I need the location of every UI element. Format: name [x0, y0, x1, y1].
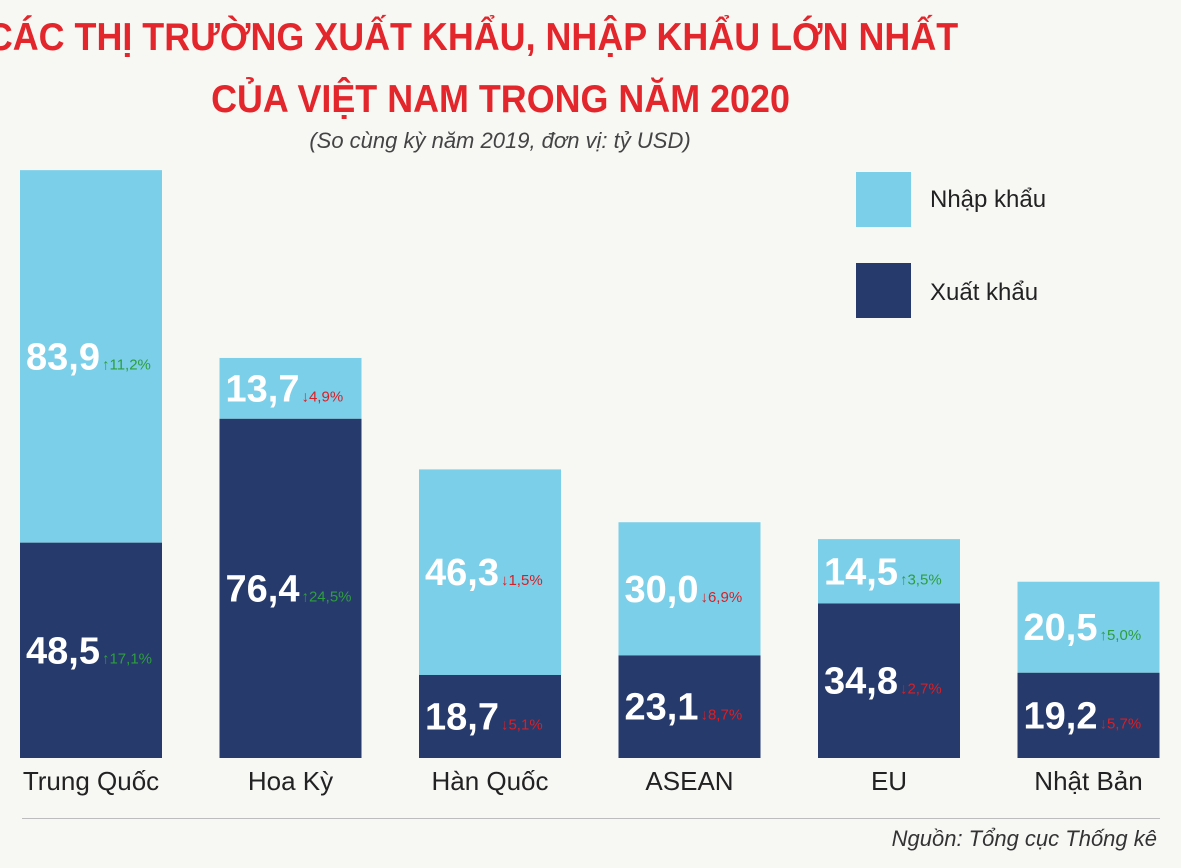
chart-title-line2: CỦA VIỆT NAM TRONG NĂM 2020 — [211, 78, 790, 121]
category-label-4: EU — [871, 766, 907, 796]
bar-export-1 — [219, 418, 362, 758]
data-label-import-2: 46,3 ↓1,5% — [425, 552, 543, 594]
bar-export-3 — [618, 655, 761, 758]
data-label-import-1: 13,7 ↓4,9% — [226, 368, 344, 410]
legend-label-import: Nhập khẩu — [930, 186, 1047, 213]
data-label-export-0: 48,5 ↑17,1% — [26, 630, 152, 672]
chart-subtitle: (So cùng kỳ năm 2019, đơn vị: tỷ USD) — [309, 128, 691, 153]
category-label-5: Nhật Bản — [1034, 766, 1142, 796]
category-label-0: Trung Quốc — [23, 766, 159, 796]
data-label-export-1: 76,4 ↑24,5% — [226, 568, 352, 610]
data-label-import-5: 20,5 ↑5,0% — [1024, 607, 1142, 649]
category-label-1: Hoa Kỳ — [248, 766, 333, 796]
category-label-2: Hàn Quốc — [431, 766, 548, 796]
legend-swatch-export — [856, 263, 911, 318]
chart-title-line1: CÁC THỊ TRƯỜNG XUẤT KHẨU, NHẬP KHẨU LỚN … — [0, 16, 959, 59]
data-label-export-3: 23,1 ↓8,7% — [625, 687, 743, 729]
data-label-export-5: 19,2 ↓5,7% — [1024, 695, 1142, 737]
bar-import-1 — [219, 357, 362, 419]
category-label-3: ASEAN — [645, 766, 733, 796]
source-note: Nguồn: Tổng cục Thống kê — [891, 826, 1157, 851]
data-label-export-4: 34,8 ↓2,7% — [824, 661, 942, 703]
legend-label-export: Xuất khẩu — [930, 279, 1039, 306]
footer-divider — [22, 818, 1160, 819]
bar-import-2 — [419, 469, 561, 675]
legend-swatch-import — [856, 172, 911, 227]
data-label-import-4: 14,5 ↑3,5% — [824, 551, 942, 593]
bar-import-4 — [818, 539, 960, 604]
bar-import-3 — [618, 522, 761, 656]
bar-import-0 — [20, 170, 162, 543]
bar-export-0 — [20, 542, 162, 758]
bar-import-5 — [1017, 581, 1160, 673]
data-label-import-0: 83,9 ↑11,2% — [26, 336, 151, 378]
data-label-export-2: 18,7 ↓5,1% — [425, 696, 543, 738]
bar-export-2 — [419, 674, 561, 758]
bar-export-4 — [818, 603, 960, 758]
data-label-import-3: 30,0 ↓6,9% — [625, 569, 743, 611]
bar-export-5 — [1017, 672, 1160, 758]
